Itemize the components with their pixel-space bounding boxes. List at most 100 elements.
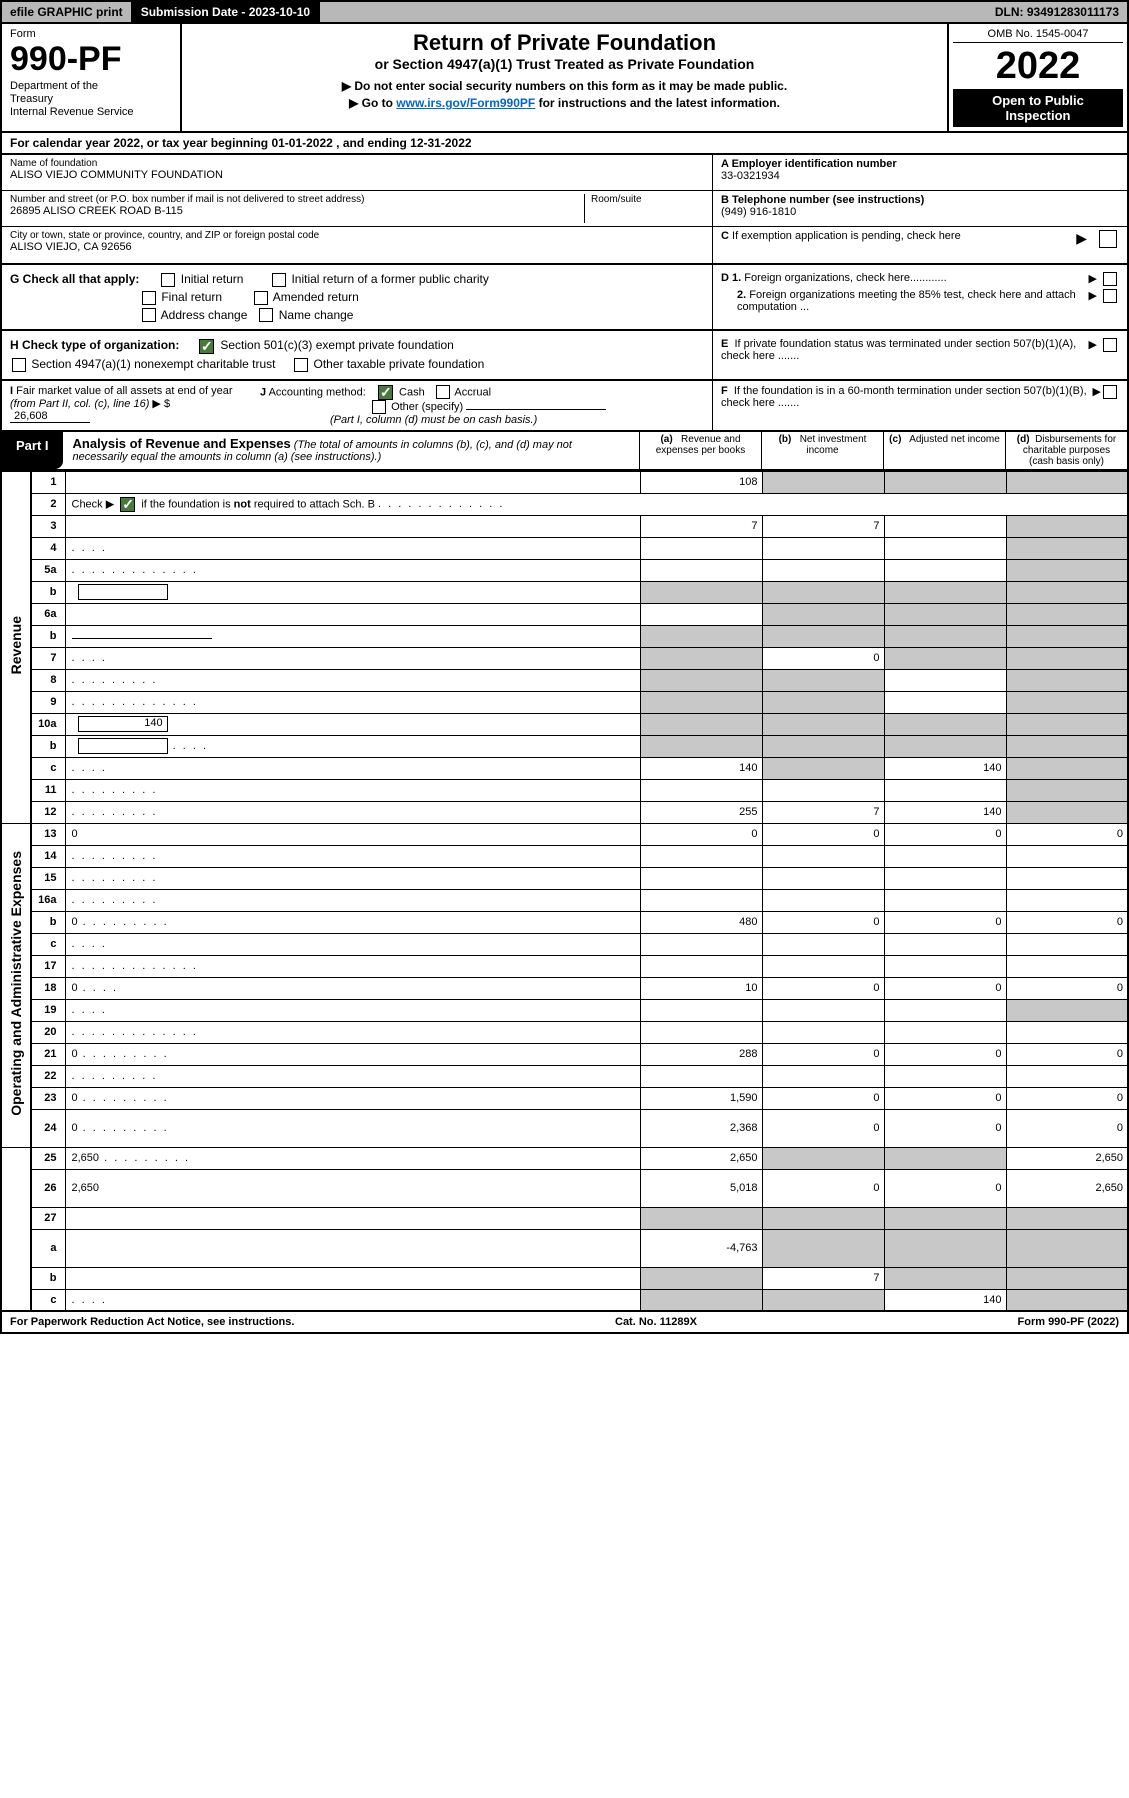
line-num: 3 [31, 515, 65, 537]
col-b-val [762, 713, 884, 735]
col-a-val: 255 [640, 801, 762, 823]
city-state-zip: ALISO VIEJO, CA 92656 [10, 241, 704, 253]
line-desc [65, 735, 640, 757]
col-d-val: 2,650 [1006, 1169, 1128, 1207]
line-num: 14 [31, 845, 65, 867]
part1-tab: Part I [2, 432, 63, 469]
line-desc: 0 [65, 911, 640, 933]
col-a-val: 108 [640, 471, 762, 493]
col-b-val [762, 735, 884, 757]
4947a1-checkbox[interactable] [12, 358, 26, 372]
col-a-val: 288 [640, 1043, 762, 1065]
open-inspection: Open to PublicInspection [953, 89, 1123, 127]
col-b-val [762, 1289, 884, 1311]
check-section-gd: G Check all that apply: Initial return I… [0, 265, 1129, 331]
f-checkbox[interactable] [1103, 385, 1117, 399]
col-b-val: 0 [762, 1087, 884, 1109]
irs-link[interactable]: www.irs.gov/Form990PF [396, 96, 535, 110]
col-b-val [762, 625, 884, 647]
address-change-checkbox[interactable] [142, 308, 156, 322]
line-num: 20 [31, 1021, 65, 1043]
arrow-icon: ▶ [1089, 272, 1097, 285]
col-d-val: 0 [1006, 1043, 1128, 1065]
initial-return-checkbox[interactable] [161, 273, 175, 287]
col-c-val [884, 625, 1006, 647]
col-b-val [762, 537, 884, 559]
info-left: Name of foundation ALISO VIEJO COMMUNITY… [2, 155, 712, 263]
g-label: G Check all that apply: [10, 272, 139, 286]
part1-header: Part I Analysis of Revenue and Expenses … [0, 432, 1129, 471]
j-block: J Accounting method: Cash Accrual Other … [260, 385, 704, 426]
col-c-val: 140 [884, 757, 1006, 779]
j-cash: Cash [399, 386, 425, 398]
line-desc [65, 1065, 640, 1087]
line-desc [65, 1229, 640, 1267]
col-c-val [884, 735, 1006, 757]
initial-public-charity-checkbox[interactable] [272, 273, 286, 287]
instr2-post: for instructions and the latest informat… [535, 96, 780, 110]
j-other: Other (specify) [391, 401, 463, 413]
name-change-checkbox[interactable] [259, 308, 273, 322]
col-b-val: 0 [762, 1043, 884, 1065]
table-row: 16a [1, 889, 1128, 911]
line-desc [65, 603, 640, 625]
line-num: 1 [31, 471, 65, 493]
line-desc [65, 1267, 640, 1289]
table-row: 12 255 7 140 [1, 801, 1128, 823]
table-row: 15 [1, 867, 1128, 889]
col-c-val: 140 [884, 801, 1006, 823]
h-opt3: Other taxable private foundation [314, 357, 485, 371]
col-a-val: 0 [640, 823, 762, 845]
cash-checkbox[interactable] [378, 385, 393, 400]
col-d-val [1006, 647, 1128, 669]
table-row: 5a [1, 559, 1128, 581]
line-num: 10a [31, 713, 65, 735]
col-d-val [1006, 757, 1128, 779]
footer-mid: Cat. No. 11289X [615, 1316, 697, 1328]
col-d-val [1006, 1065, 1128, 1087]
table-row: 14 [1, 845, 1128, 867]
arrow-icon: ▶ [1093, 385, 1101, 409]
col-c-val [884, 1207, 1006, 1229]
amended-return-checkbox[interactable] [254, 291, 268, 305]
form-title: Return of Private Foundation [192, 30, 937, 56]
d1-checkbox[interactable] [1103, 272, 1117, 286]
h-opt1: Section 501(c)(3) exempt private foundat… [220, 338, 453, 352]
col-c-val [884, 845, 1006, 867]
other-taxable-checkbox[interactable] [294, 358, 308, 372]
d2-checkbox[interactable] [1103, 289, 1117, 303]
col-a-val [640, 691, 762, 713]
form-label: Form [10, 28, 172, 40]
table-row: 23 0 1,590 0 0 0 [1, 1087, 1128, 1109]
j-accrual: Accrual [454, 386, 491, 398]
table-row: b 7 [1, 1267, 1128, 1289]
check-section-ijf: I Fair market value of all assets at end… [0, 381, 1129, 432]
table-row: c 140 [1, 1289, 1128, 1311]
col-b-val [762, 955, 884, 977]
tax-year: 2022 [953, 47, 1123, 85]
c-checkbox[interactable] [1099, 230, 1117, 248]
efile-label: efile GRAPHIC print [2, 2, 133, 22]
col-a-val [640, 537, 762, 559]
table-row: 10a 140 [1, 713, 1128, 735]
g-opt-1: Final return [161, 290, 222, 304]
accrual-checkbox[interactable] [436, 385, 450, 399]
line-desc [65, 559, 640, 581]
col-d-val [1006, 713, 1128, 735]
final-return-checkbox[interactable] [142, 291, 156, 305]
col-b-val: 7 [762, 801, 884, 823]
col-a-val: 7 [640, 515, 762, 537]
other-method-checkbox[interactable] [372, 400, 386, 414]
line-desc [65, 845, 640, 867]
col-d-val: 0 [1006, 911, 1128, 933]
e-checkbox[interactable] [1103, 338, 1117, 352]
col-d-header: (d) Disbursements for charitable purpose… [1005, 432, 1127, 469]
col-c-val [884, 537, 1006, 559]
col-b-val [762, 845, 884, 867]
col-a-val [640, 1289, 762, 1311]
part1-title: Analysis of Revenue and Expenses (The to… [63, 432, 639, 469]
g-checks: G Check all that apply: Initial return I… [2, 265, 712, 329]
line-num: 16a [31, 889, 65, 911]
501c3-checkbox[interactable] [199, 339, 214, 354]
table-row: b [1, 735, 1128, 757]
